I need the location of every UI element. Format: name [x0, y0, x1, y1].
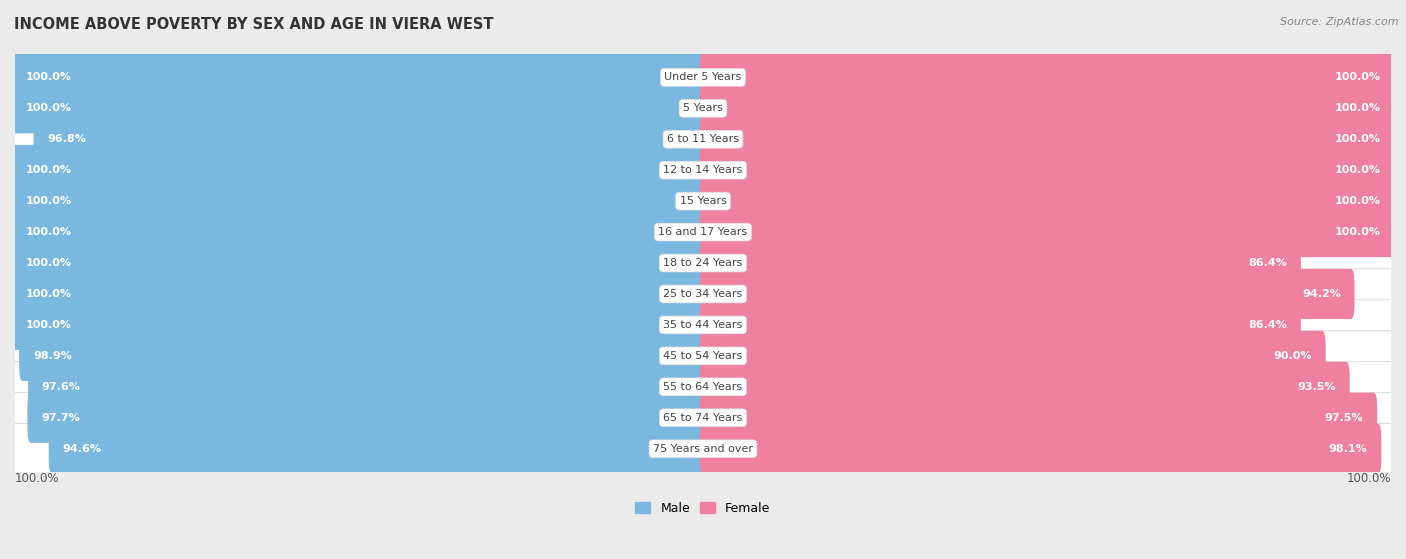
FancyBboxPatch shape: [700, 393, 1378, 443]
FancyBboxPatch shape: [11, 145, 1395, 195]
Text: 86.4%: 86.4%: [1249, 320, 1286, 330]
FancyBboxPatch shape: [11, 53, 706, 102]
Text: 15 Years: 15 Years: [679, 196, 727, 206]
FancyBboxPatch shape: [49, 424, 706, 474]
Text: 100.0%: 100.0%: [25, 227, 72, 237]
FancyBboxPatch shape: [11, 393, 1395, 443]
Text: INCOME ABOVE POVERTY BY SEX AND AGE IN VIERA WEST: INCOME ABOVE POVERTY BY SEX AND AGE IN V…: [14, 17, 494, 32]
FancyBboxPatch shape: [700, 300, 1301, 350]
Text: 100.0%: 100.0%: [25, 289, 72, 299]
FancyBboxPatch shape: [700, 176, 1395, 226]
FancyBboxPatch shape: [11, 83, 1395, 134]
FancyBboxPatch shape: [11, 331, 1395, 381]
FancyBboxPatch shape: [11, 176, 706, 226]
Text: 100.0%: 100.0%: [25, 196, 72, 206]
FancyBboxPatch shape: [20, 331, 706, 381]
Text: 97.5%: 97.5%: [1324, 413, 1364, 423]
Text: 97.7%: 97.7%: [41, 413, 80, 423]
Text: 90.0%: 90.0%: [1274, 351, 1312, 361]
Text: 5 Years: 5 Years: [683, 103, 723, 113]
FancyBboxPatch shape: [700, 238, 1301, 288]
Text: 25 to 34 Years: 25 to 34 Years: [664, 289, 742, 299]
FancyBboxPatch shape: [11, 83, 706, 134]
Text: 100.0%: 100.0%: [25, 258, 72, 268]
Text: 100.0%: 100.0%: [25, 320, 72, 330]
Text: 94.6%: 94.6%: [62, 444, 101, 454]
FancyBboxPatch shape: [34, 114, 706, 164]
Text: 100.0%: 100.0%: [15, 472, 59, 485]
FancyBboxPatch shape: [700, 145, 1395, 195]
Text: 100.0%: 100.0%: [1334, 165, 1381, 175]
Text: 100.0%: 100.0%: [25, 165, 72, 175]
Text: 97.6%: 97.6%: [42, 382, 80, 392]
FancyBboxPatch shape: [11, 300, 706, 350]
FancyBboxPatch shape: [700, 424, 1381, 474]
Text: 98.9%: 98.9%: [32, 351, 72, 361]
Text: Source: ZipAtlas.com: Source: ZipAtlas.com: [1281, 17, 1399, 27]
Text: 16 and 17 Years: 16 and 17 Years: [658, 227, 748, 237]
Text: 100.0%: 100.0%: [1334, 72, 1381, 82]
FancyBboxPatch shape: [27, 393, 706, 443]
FancyBboxPatch shape: [700, 53, 1395, 102]
FancyBboxPatch shape: [11, 114, 1395, 164]
Legend: Male, Female: Male, Female: [630, 497, 776, 520]
Text: 100.0%: 100.0%: [1334, 227, 1381, 237]
Text: Under 5 Years: Under 5 Years: [665, 72, 741, 82]
Text: 96.8%: 96.8%: [48, 134, 86, 144]
Text: 65 to 74 Years: 65 to 74 Years: [664, 413, 742, 423]
Text: 93.5%: 93.5%: [1298, 382, 1336, 392]
FancyBboxPatch shape: [11, 238, 1395, 288]
Text: 35 to 44 Years: 35 to 44 Years: [664, 320, 742, 330]
FancyBboxPatch shape: [11, 238, 706, 288]
FancyBboxPatch shape: [700, 114, 1395, 164]
FancyBboxPatch shape: [28, 362, 706, 412]
Text: 18 to 24 Years: 18 to 24 Years: [664, 258, 742, 268]
FancyBboxPatch shape: [700, 83, 1395, 134]
FancyBboxPatch shape: [11, 53, 1395, 102]
Text: 6 to 11 Years: 6 to 11 Years: [666, 134, 740, 144]
FancyBboxPatch shape: [11, 362, 1395, 412]
Text: 86.4%: 86.4%: [1249, 258, 1286, 268]
Text: 12 to 14 Years: 12 to 14 Years: [664, 165, 742, 175]
Text: 55 to 64 Years: 55 to 64 Years: [664, 382, 742, 392]
Text: 100.0%: 100.0%: [25, 103, 72, 113]
FancyBboxPatch shape: [11, 269, 706, 319]
Text: 100.0%: 100.0%: [1334, 103, 1381, 113]
FancyBboxPatch shape: [11, 300, 1395, 350]
Text: 75 Years and over: 75 Years and over: [652, 444, 754, 454]
FancyBboxPatch shape: [11, 145, 706, 195]
FancyBboxPatch shape: [11, 176, 1395, 226]
Text: 45 to 54 Years: 45 to 54 Years: [664, 351, 742, 361]
FancyBboxPatch shape: [700, 331, 1326, 381]
FancyBboxPatch shape: [11, 269, 1395, 319]
Text: 100.0%: 100.0%: [1334, 196, 1381, 206]
FancyBboxPatch shape: [11, 424, 1395, 474]
FancyBboxPatch shape: [700, 269, 1354, 319]
Text: 100.0%: 100.0%: [25, 72, 72, 82]
Text: 94.2%: 94.2%: [1302, 289, 1341, 299]
FancyBboxPatch shape: [11, 207, 706, 257]
Text: 100.0%: 100.0%: [1347, 472, 1391, 485]
FancyBboxPatch shape: [700, 362, 1350, 412]
Text: 100.0%: 100.0%: [1334, 134, 1381, 144]
FancyBboxPatch shape: [11, 207, 1395, 257]
FancyBboxPatch shape: [700, 207, 1395, 257]
Text: 98.1%: 98.1%: [1329, 444, 1368, 454]
